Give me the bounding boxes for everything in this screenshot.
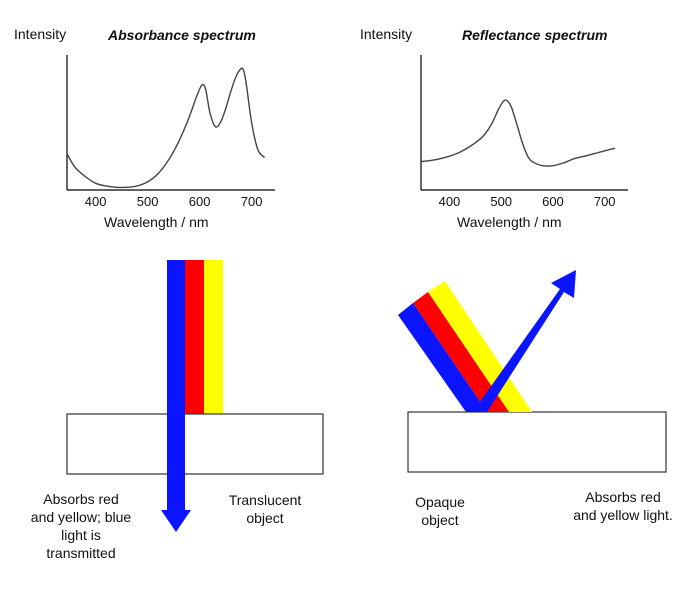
reflectance-curve [420,99,616,167]
chart1-title: Absorbance spectrum [108,27,256,43]
chart1-tick-label: 700 [240,194,263,209]
blue-reflected-arrow [466,270,576,412]
blue-incident-beam [398,303,487,412]
chart2-axes [420,55,628,191]
chart2-ylabel: Intensity [360,26,413,42]
translucent-object-label: Translucent object [228,492,302,526]
chart2-tick-label: 600 [542,194,564,209]
chart1-tick-label: 600 [188,194,211,209]
blue-light-arrow [161,260,191,532]
chart2-tick-label: 500 [490,194,513,209]
absorbance-curve [66,67,266,189]
red-incident-beam [413,292,509,412]
chart1-tick-label: 500 [136,194,159,209]
translucent-object [66,413,324,475]
chart1-tick-label: 400 [84,194,107,209]
chart1-ylabel: Intensity [14,26,67,42]
chart1-xlabel: Wavelength / nm [104,214,209,230]
red-light-beam [185,260,204,415]
chart1-axes [66,55,275,191]
opaque-object-label: Opaque object [415,494,465,528]
chart2-tick-label: 400 [438,194,461,209]
right-absorbs-caption: Absorbs red and yellow light. [573,489,673,523]
left-absorbs-caption: Absorbs red and yellow; blue light is tr… [30,491,132,561]
chart2-title: Reflectance spectrum [462,27,608,43]
chart2-xlabel: Wavelength / nm [457,214,562,230]
yellow-light-beam [204,260,223,415]
opaque-object [407,411,667,473]
chart2-tick-label: 700 [593,194,616,209]
